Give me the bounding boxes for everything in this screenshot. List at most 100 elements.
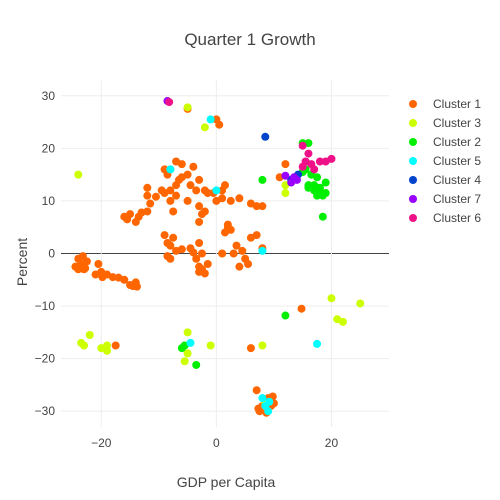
data-point <box>94 260 103 269</box>
y-tick-label: 10 <box>42 194 56 208</box>
legend-label: Cluster 7 <box>433 192 481 206</box>
y-tick-label: 30 <box>42 89 56 103</box>
legend-marker <box>409 119 417 127</box>
data-point <box>203 189 212 198</box>
data-point <box>292 175 301 184</box>
legend-marker <box>409 214 417 222</box>
legend-item[interactable]: Cluster 3 <box>409 116 481 130</box>
data-point <box>195 202 204 211</box>
y-tick-label: 0 <box>48 247 55 261</box>
legend-marker <box>409 100 417 108</box>
data-point <box>238 246 247 255</box>
data-point <box>258 202 267 211</box>
data-point <box>80 341 89 350</box>
data-point <box>252 386 261 395</box>
data-point <box>177 245 186 254</box>
data-point <box>235 262 244 271</box>
data-point <box>258 175 267 184</box>
data-point <box>229 249 238 258</box>
data-point <box>218 249 227 258</box>
data-point <box>235 194 244 203</box>
legend-marker <box>409 176 417 184</box>
data-point <box>108 273 117 282</box>
series-cluster-6 <box>165 98 336 174</box>
data-point <box>195 175 204 184</box>
legend-item[interactable]: Cluster 5 <box>409 154 481 168</box>
data-point <box>74 265 83 274</box>
x-tick-label: 0 <box>213 436 220 450</box>
data-point <box>215 120 224 129</box>
legend-label: Cluster 3 <box>433 116 481 130</box>
data-point <box>281 189 290 198</box>
data-point <box>78 252 87 261</box>
data-point <box>165 98 174 107</box>
data-point <box>103 341 112 350</box>
legend-marker <box>409 138 417 146</box>
data-point <box>85 330 94 339</box>
legend-item[interactable]: Cluster 6 <box>409 211 481 225</box>
legend-marker <box>409 195 417 203</box>
data-point <box>146 199 155 208</box>
data-point <box>221 181 229 190</box>
data-point <box>212 186 221 195</box>
data-point <box>338 317 347 326</box>
data-point <box>186 338 195 347</box>
data-point <box>195 238 204 247</box>
tick-labels: −30 −20 −10 0 10 20 30 −20 0 20 <box>35 89 339 450</box>
legend-label: Cluster 6 <box>433 211 481 225</box>
data-point <box>134 212 143 221</box>
x-tick-label: 20 <box>325 436 339 450</box>
data-point <box>281 311 290 320</box>
data-point <box>304 183 313 192</box>
data-point <box>166 254 175 263</box>
data-point <box>223 223 232 232</box>
data-point <box>265 397 274 406</box>
y-tick-label: −10 <box>35 299 56 313</box>
data-point <box>74 170 83 179</box>
data-point <box>327 154 336 163</box>
series-cluster-5 <box>166 115 322 416</box>
data-point <box>126 210 135 219</box>
data-point <box>120 275 129 284</box>
data-point <box>183 103 192 112</box>
data-point <box>246 344 255 353</box>
y-tick-label: 20 <box>42 141 56 155</box>
legend-item[interactable]: Cluster 4 <box>409 173 481 187</box>
legend-marker <box>409 157 417 165</box>
legend-item[interactable]: Cluster 7 <box>409 192 481 206</box>
data-point <box>186 181 195 190</box>
data-point <box>183 349 192 358</box>
data-point <box>252 202 261 211</box>
data-point <box>281 160 290 169</box>
data-point <box>160 231 169 240</box>
data-point <box>206 115 215 124</box>
series-cluster-1 <box>71 104 306 417</box>
legend-item[interactable]: Cluster 1 <box>409 97 481 111</box>
data-point <box>226 196 235 205</box>
data-point <box>261 132 270 141</box>
data-point <box>315 157 324 166</box>
data-point <box>143 183 152 192</box>
data-point <box>172 191 181 200</box>
data-point <box>313 339 322 348</box>
data-point <box>192 254 201 263</box>
data-point <box>203 260 212 269</box>
data-point <box>200 207 209 216</box>
data-point <box>356 299 365 308</box>
data-point <box>258 341 267 350</box>
y-tick-label: −30 <box>35 404 56 418</box>
data-point <box>281 171 290 180</box>
data-point <box>254 404 263 413</box>
data-point <box>195 217 204 226</box>
legend-label: Cluster 5 <box>433 154 481 168</box>
y-tick-label: −20 <box>35 352 56 366</box>
data-point <box>197 249 206 258</box>
data-point <box>321 178 330 187</box>
chart-title: Quarter 1 Growth <box>184 30 315 49</box>
data-point <box>132 282 141 291</box>
data-point <box>180 357 189 366</box>
data-point <box>143 207 152 216</box>
data-point <box>111 341 120 350</box>
legend-item[interactable]: Cluster 2 <box>409 135 481 149</box>
legend[interactable]: Cluster 1 Cluster 3 Cluster 2 Cluster 5 Clus… <box>409 97 481 225</box>
